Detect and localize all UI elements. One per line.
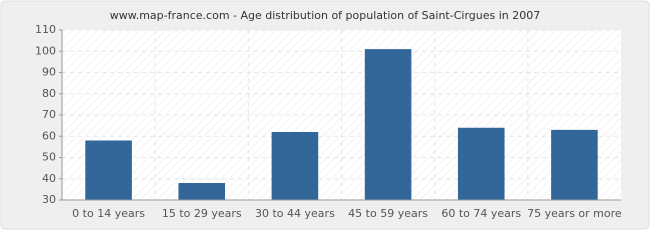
x-tick-label: 75 years or more bbox=[527, 207, 622, 220]
bar bbox=[551, 129, 598, 200]
x-tick-label: 45 to 59 years bbox=[348, 207, 428, 220]
y-tick-label: 30 bbox=[42, 193, 56, 206]
y-tick-label: 70 bbox=[42, 108, 56, 121]
y-tick-label: 100 bbox=[35, 44, 56, 57]
y-tick-label: 40 bbox=[42, 172, 56, 185]
x-tick-label: 15 to 29 years bbox=[162, 207, 242, 220]
y-tick-label: 90 bbox=[42, 66, 56, 79]
x-tick-label: 30 to 44 years bbox=[255, 207, 335, 220]
chart: www.map-france.com - Age distribution of… bbox=[0, 0, 650, 230]
y-tick-label: 110 bbox=[35, 23, 56, 36]
x-tick-label: 60 to 74 years bbox=[441, 207, 521, 220]
bar bbox=[271, 132, 319, 200]
bar bbox=[85, 140, 132, 200]
bar bbox=[178, 183, 226, 200]
bar bbox=[364, 49, 412, 200]
y-tick-label: 50 bbox=[42, 151, 56, 164]
bar bbox=[457, 127, 505, 200]
x-tick-label: 0 to 14 years bbox=[72, 207, 145, 220]
y-tick-label: 60 bbox=[42, 129, 56, 142]
y-tick-label: 80 bbox=[42, 87, 56, 100]
chart-title: www.map-france.com - Age distribution of… bbox=[110, 9, 541, 22]
